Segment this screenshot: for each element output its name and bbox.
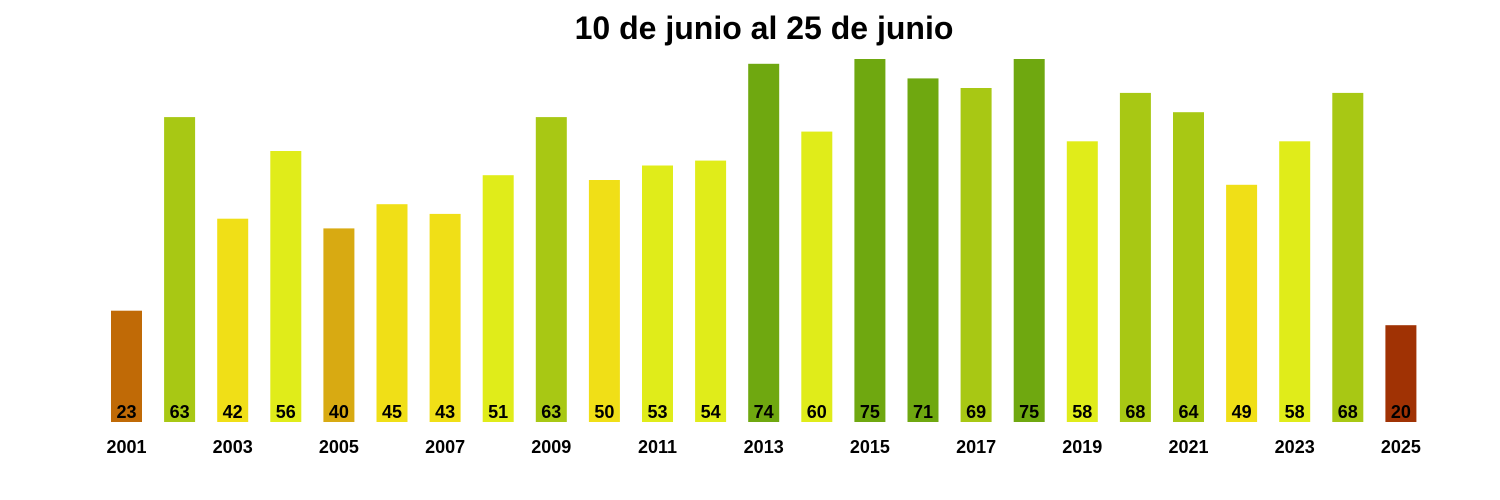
bar-2023: [1279, 141, 1311, 423]
bar-2002: [164, 117, 196, 422]
bar-2008: [482, 175, 514, 422]
bar-2003: [217, 218, 249, 422]
bar-2007: [429, 213, 461, 422]
x-tick-label-2015: 2015: [850, 437, 890, 457]
bar-2015: [854, 59, 886, 422]
bar-2019: [1066, 141, 1098, 423]
x-tick-label-2007: 2007: [425, 437, 465, 457]
bar-2001: [111, 310, 142, 422]
x-tick-label-2017: 2017: [956, 437, 996, 457]
data-label-2018: 75: [1019, 402, 1039, 422]
x-tick-label-2009: 2009: [531, 437, 571, 457]
bar-2016: [907, 78, 939, 423]
x-tick-label-2005: 2005: [319, 437, 359, 457]
bar-2009: [535, 117, 567, 422]
bar-2005: [323, 228, 355, 422]
x-tick-label-2025: 2025: [1381, 437, 1421, 457]
data-label-2001: 23: [116, 402, 136, 422]
bar-2013: [748, 63, 780, 423]
bar-2017: [960, 88, 992, 422]
data-label-2025: 20: [1391, 402, 1411, 422]
bar-2004: [270, 151, 302, 422]
data-label-2015: 75: [860, 402, 880, 422]
bar-2014: [801, 131, 833, 422]
data-label-2003: 42: [223, 402, 243, 422]
x-tick-label-2013: 2013: [744, 437, 784, 457]
x-tick-label-2011: 2011: [638, 437, 677, 457]
data-label-2022: 49: [1232, 402, 1252, 422]
chart-title: 10 de junio al 25 de junio: [574, 10, 954, 46]
bar-2025: [1385, 325, 1417, 422]
x-tick-label-2003: 2003: [213, 437, 253, 457]
data-label-2011: 53: [647, 402, 667, 422]
bar-2022: [1226, 184, 1258, 422]
data-label-2023: 58: [1285, 402, 1305, 422]
data-label-2007: 43: [435, 402, 455, 422]
data-label-2008: 51: [488, 402, 508, 422]
data-label-2017: 69: [966, 402, 986, 422]
x-tick-label-2021: 2021: [1168, 437, 1208, 457]
data-label-2016: 71: [913, 402, 933, 422]
data-label-2014: 60: [807, 402, 827, 422]
data-label-2013: 74: [754, 402, 774, 422]
data-label-2006: 45: [382, 402, 402, 422]
x-tick-label-2023: 2023: [1275, 437, 1315, 457]
x-tick-label-2019: 2019: [1062, 437, 1102, 457]
data-label-2009: 63: [541, 402, 561, 422]
data-label-2002: 63: [170, 402, 190, 422]
x-tick-label-2001: 2001: [106, 437, 146, 457]
bar-2012: [695, 160, 727, 422]
data-label-2005: 40: [329, 402, 349, 422]
bar-2006: [376, 204, 408, 422]
bar-2024: [1332, 92, 1364, 423]
data-label-2020: 68: [1125, 402, 1145, 422]
bar-2011: [642, 165, 673, 422]
data-label-2021: 64: [1178, 402, 1198, 422]
data-label-2010: 50: [594, 402, 614, 422]
data-label-2024: 68: [1338, 402, 1358, 422]
bar-2018: [1013, 59, 1045, 422]
bar-2021: [1173, 112, 1204, 422]
data-label-2012: 54: [701, 402, 721, 422]
data-label-2019: 58: [1072, 402, 1092, 422]
data-label-2004: 56: [276, 402, 296, 422]
bar-2020: [1119, 92, 1151, 423]
bar-2010: [588, 180, 620, 422]
